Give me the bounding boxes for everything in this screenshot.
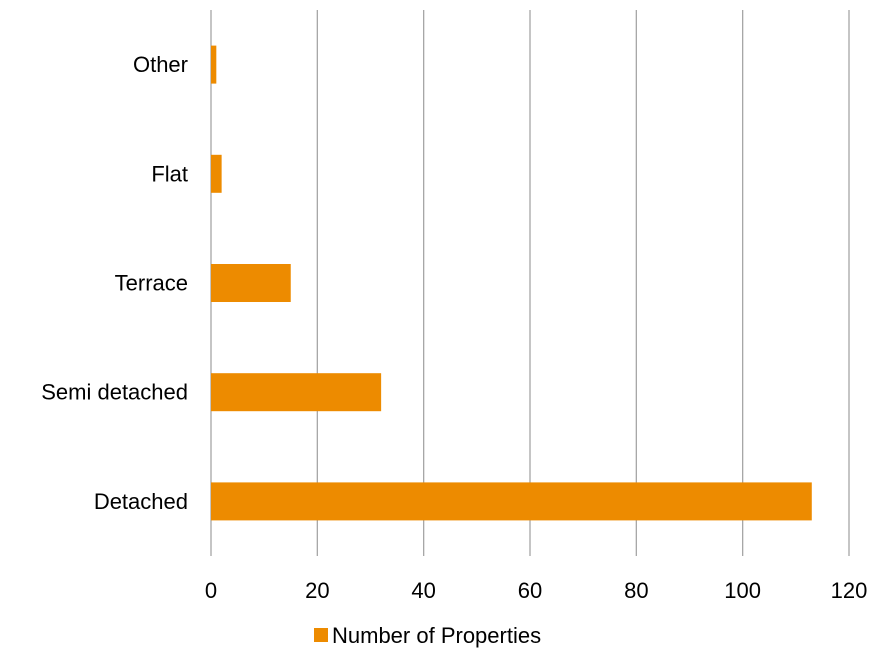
legend-label: Number of Properties bbox=[332, 623, 541, 648]
tick-label: 60 bbox=[518, 578, 542, 603]
gridlines bbox=[210, 10, 850, 556]
category-label: Terrace bbox=[115, 271, 188, 296]
bar bbox=[211, 373, 382, 412]
category-labels: Detached Semi detached Terrace Flat Other bbox=[41, 52, 188, 514]
tick-label: 80 bbox=[624, 578, 648, 603]
category-label: Flat bbox=[151, 161, 188, 186]
bar bbox=[211, 482, 812, 521]
tick-label: 0 bbox=[205, 578, 217, 603]
bar bbox=[211, 264, 291, 302]
tick-label: 40 bbox=[411, 578, 435, 603]
legend: Number of Properties bbox=[314, 623, 541, 648]
tick-label: 100 bbox=[724, 578, 761, 603]
bar bbox=[211, 154, 222, 193]
category-label: Other bbox=[133, 52, 188, 77]
category-label: Semi detached bbox=[41, 380, 188, 405]
bars bbox=[211, 45, 812, 521]
x-axis-tick-labels: 0 20 40 60 80 100 120 bbox=[205, 578, 867, 603]
category-label: Detached bbox=[94, 489, 188, 514]
tick-label: 20 bbox=[305, 578, 329, 603]
bar bbox=[211, 45, 217, 84]
tick-label: 120 bbox=[831, 578, 868, 603]
legend-swatch bbox=[314, 628, 328, 642]
